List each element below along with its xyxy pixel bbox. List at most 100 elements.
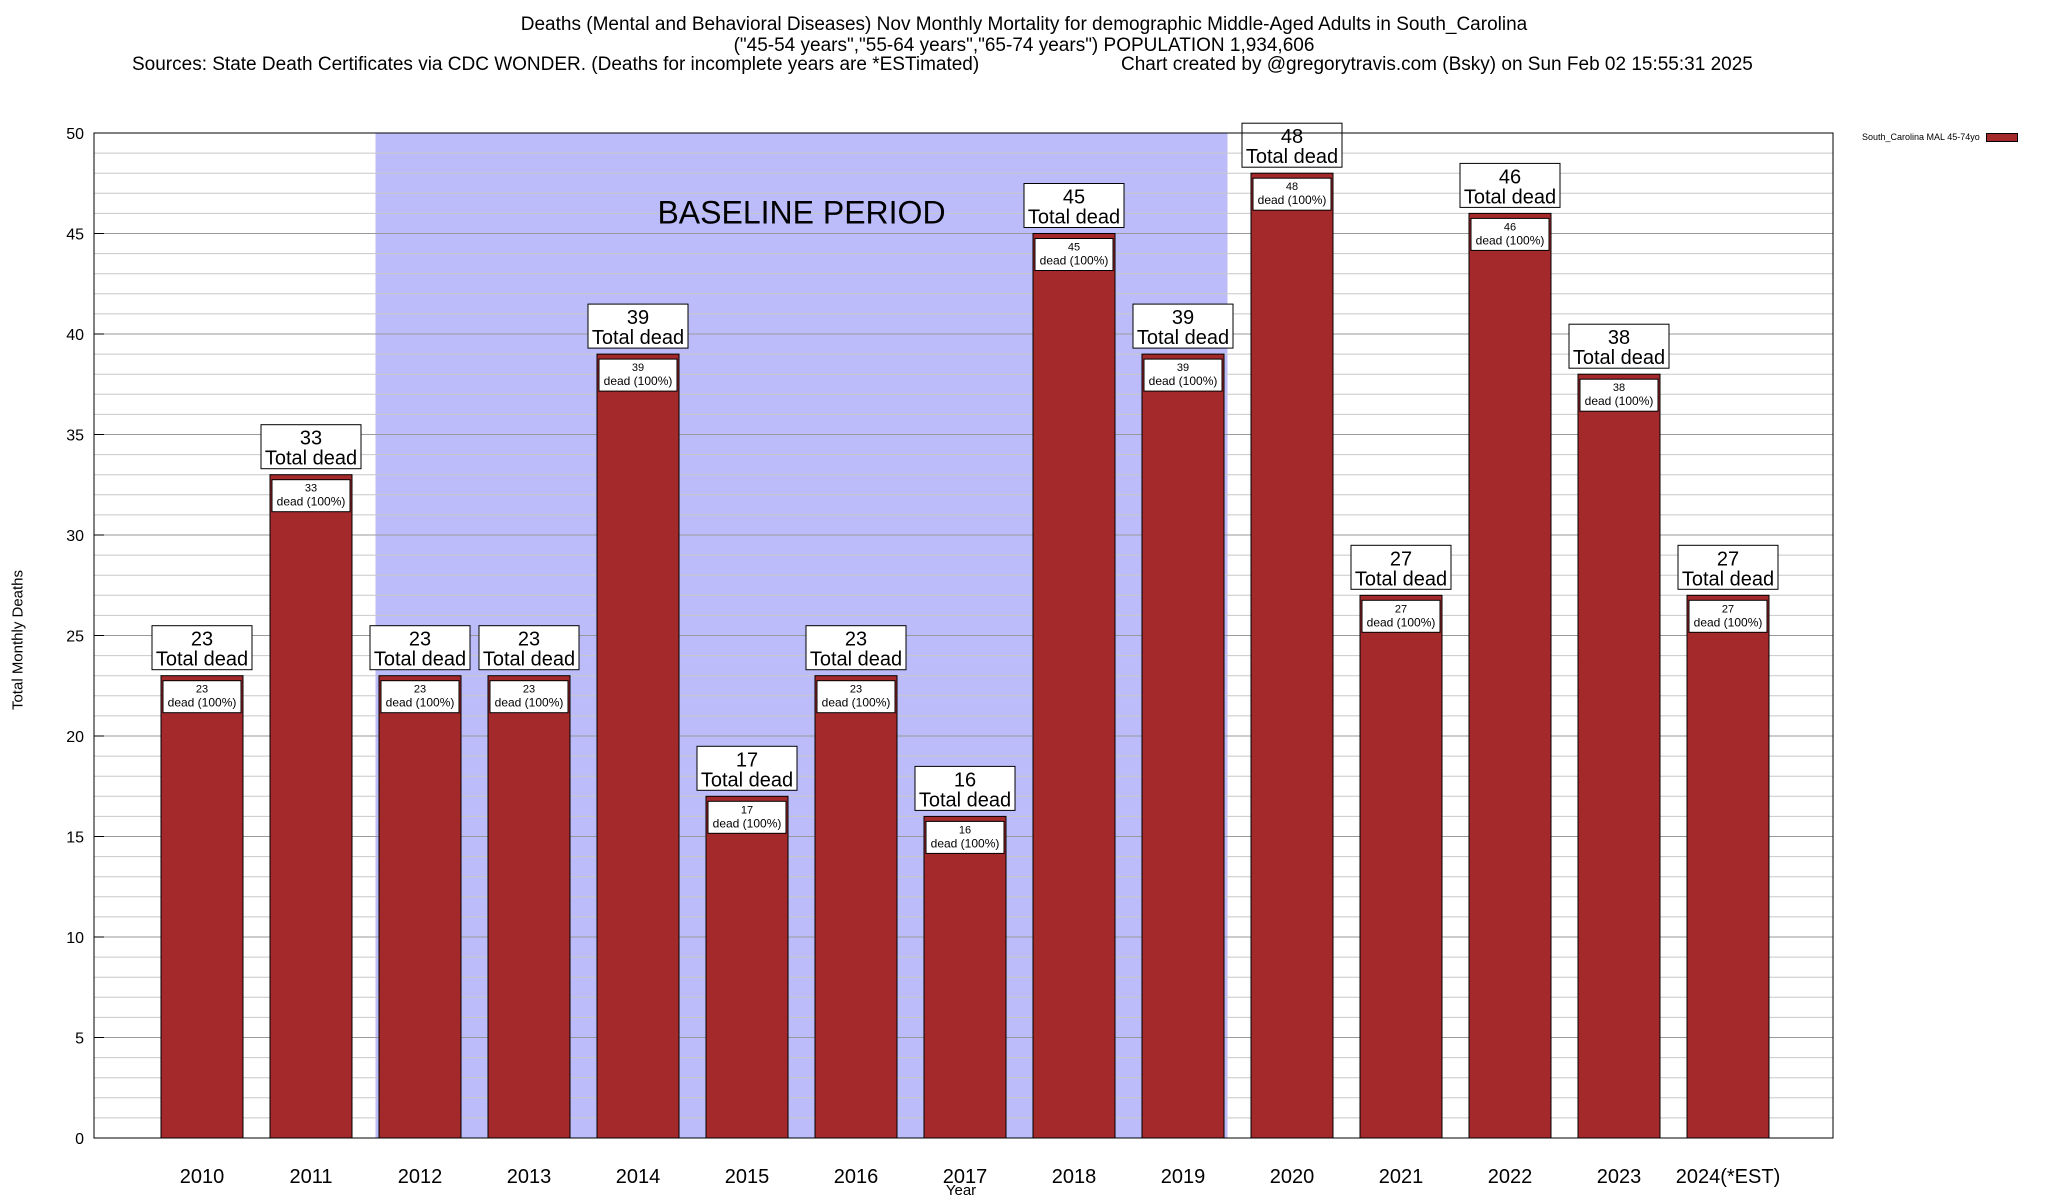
bar [378,675,462,1139]
baseline-period-label: BASELINE PERIOD [657,194,945,230]
bar-total-label-box [478,625,580,671]
bar-inner-label-box [1361,599,1441,633]
legend-swatch [1985,132,2018,142]
y-tick-label: 10 [66,930,84,947]
x-tick-label: 2024(*EST) [1676,1166,1781,1188]
bar-inner-label: dead (100%) [386,696,455,710]
bar-total-value: 23 [409,629,431,651]
bar [1577,373,1661,1139]
bar-total-label: Total dead [1355,568,1447,590]
bar [269,474,353,1139]
bar-inner-value: 39 [632,362,644,374]
bar [1032,233,1116,1139]
legend-label: South_Carolina MAL 45-74yo [1862,132,1980,142]
bar-inner-label: dead (100%) [822,696,891,710]
x-tick-label: 2022 [1488,1166,1533,1188]
bar-total-value: 27 [1390,548,1412,570]
bar-inner-label-box [1470,217,1550,251]
bar-inner-label: dead (100%) [1476,233,1545,247]
bar-total-label: Total dead [1137,327,1229,349]
y-tick-label: 50 [66,126,84,143]
bar-inner-label-box [1034,238,1114,271]
bar [923,815,1007,1139]
bar-inner-value: 23 [523,684,535,696]
x-tick-label: 2010 [180,1166,225,1188]
bar-total-label-box [1677,544,1779,590]
bar-total-label: Total dead [810,649,902,671]
bar-inner-value: 38 [1613,382,1625,394]
bar-total-value: 33 [300,428,322,450]
bar-total-value: 38 [1608,327,1630,349]
bar-inner-label: dead (100%) [1367,615,1436,629]
bar [705,795,789,1139]
bar-total-label-box [1568,323,1670,369]
bar-inner-label: dead (100%) [931,836,1000,850]
bar-inner-label: dead (100%) [1585,394,1654,408]
x-tick-label: 2021 [1379,1166,1424,1188]
bar-inner-label: dead (100%) [1149,374,1218,388]
bar-total-label-box [151,625,253,671]
bar-inner-label-box [162,680,242,714]
bar-total-value: 45 [1063,187,1085,209]
bar-total-value: 27 [1717,548,1739,570]
bar-inner-label-box [271,479,351,513]
bar-total-value: 48 [1281,126,1303,148]
x-tick-label: 2017 [943,1166,988,1188]
bar [1468,212,1552,1139]
bar [814,675,898,1139]
bar-inner-value: 17 [741,804,753,816]
bar-inner-label-box [707,800,787,834]
bar-inner-value: 48 [1286,181,1298,193]
bar-inner-label: dead (100%) [1694,615,1763,629]
bar-total-value: 16 [954,769,976,791]
bar-inner-label-box [489,680,569,714]
chart-title-line-1: Deaths (Mental and Behavioral Diseases) … [520,14,1528,35]
chart-title-line-2: ("45-54 years","55-64 years","65-74 year… [733,35,1315,56]
x-tick-label: 2016 [834,1166,879,1188]
bar-inner-label-box [1252,177,1332,211]
bar-total-label: Total dead [1682,568,1774,590]
bar-total-label-box [1023,183,1125,228]
x-tick-label: 2023 [1597,1166,1642,1188]
bar-total-value: 39 [1172,307,1194,329]
x-tick-label: 2011 [289,1166,332,1188]
x-tick-label: 2018 [1052,1166,1097,1188]
bar-inner-value: 16 [959,824,971,836]
bar-total-value: 23 [191,629,213,651]
bar [1141,353,1225,1139]
y-tick-label: 20 [66,729,84,746]
bar-inner-label: dead (100%) [1040,254,1109,268]
bar-inner-label-box [1688,599,1768,633]
bar-inner-value: 23 [850,684,862,696]
x-axis-label: Year [945,1182,977,1199]
x-tick-label: 2014 [616,1166,661,1188]
bar-inner-value: 33 [305,483,317,495]
bar-total-value: 39 [627,307,649,329]
y-tick-label: 0 [75,1131,84,1148]
bar-inner-label-box [1579,378,1659,412]
chart-credit: Chart created by @gregorytravis.com (Bsk… [1121,54,1753,75]
bar-inner-label-box [1143,358,1223,392]
bar-inner-label: dead (100%) [495,696,564,710]
bar-total-value: 46 [1499,166,1521,188]
bar [1359,594,1443,1139]
bar-total-label: Total dead [265,448,357,470]
x-tick-label: 2015 [725,1166,770,1188]
x-tick-label: 2012 [398,1166,443,1188]
y-tick-label: 15 [66,830,84,847]
bar-total-label-box [1459,162,1561,208]
bar-total-label: Total dead [919,789,1011,811]
bar-total-label: Total dead [592,327,684,349]
bar-inner-label: dead (100%) [604,374,673,388]
bar-inner-value: 46 [1504,221,1516,233]
bar-total-label: Total dead [701,769,793,791]
x-tick-label: 2019 [1161,1166,1206,1188]
y-tick-label: 40 [66,327,84,344]
y-axis-label: Total Monthly Deaths [9,569,27,711]
bar-total-label-box [260,424,362,470]
bar-inner-value: 45 [1068,242,1080,254]
y-tick-label: 25 [66,629,84,646]
legend: South_Carolina MAL 45-74yo [1862,132,2018,142]
bar-total-label-box [1132,303,1234,349]
